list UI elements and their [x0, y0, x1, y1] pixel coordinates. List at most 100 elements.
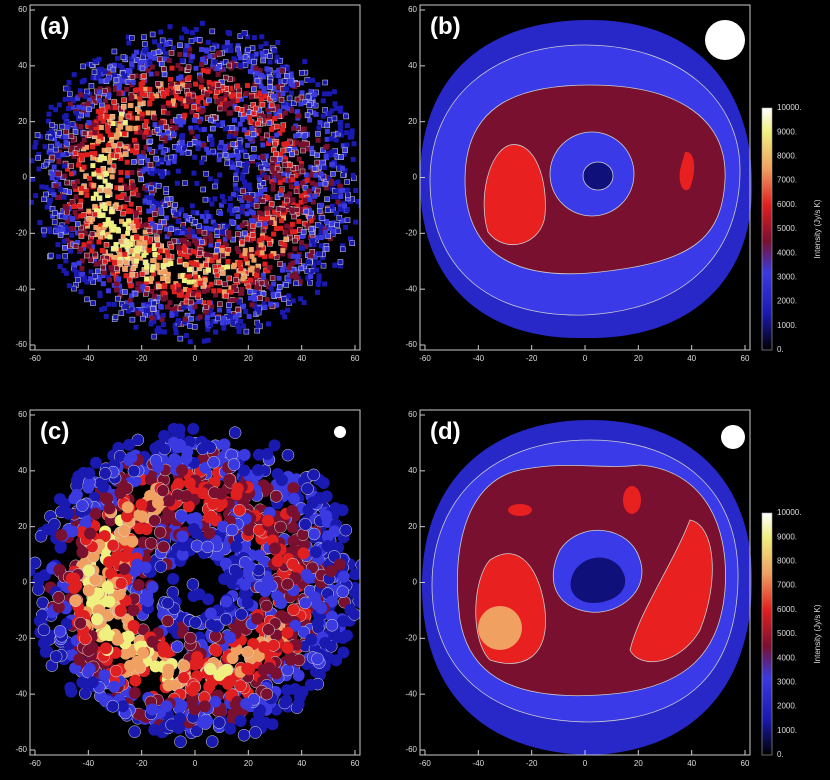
pixel	[236, 140, 243, 146]
pixel	[174, 119, 180, 125]
pixel	[103, 313, 109, 319]
pixel	[195, 134, 201, 140]
pixel	[240, 31, 246, 37]
pixel	[109, 114, 116, 120]
pixel	[53, 493, 66, 506]
y-tick-label: 40	[408, 466, 417, 475]
pixel	[205, 267, 211, 273]
pixel	[176, 548, 189, 561]
x-tick-label: 40	[687, 759, 696, 768]
pixel	[168, 77, 174, 83]
pixel	[111, 260, 117, 266]
pixel	[350, 172, 356, 178]
colorbar-label: 4000.	[777, 248, 797, 257]
pixel	[325, 565, 338, 578]
colorbar	[761, 512, 773, 756]
pixel	[224, 40, 230, 46]
pixel	[254, 70, 260, 76]
pixel	[153, 207, 159, 213]
pixel	[287, 102, 293, 108]
pixel	[86, 243, 92, 249]
pixel	[165, 100, 171, 106]
pixel	[123, 259, 129, 266]
pixel	[213, 178, 219, 184]
pixel	[287, 162, 294, 168]
pixel	[275, 39, 281, 45]
pixel	[175, 699, 188, 712]
pixel	[275, 173, 281, 179]
pixel	[106, 117, 112, 123]
pixel	[118, 563, 131, 576]
pixel	[86, 120, 92, 126]
panel-label: (c)	[40, 418, 69, 445]
pixel	[205, 39, 211, 45]
pixel	[216, 288, 222, 294]
pixel	[91, 122, 97, 128]
pixel	[294, 109, 300, 115]
x-tick-label: 20	[634, 759, 643, 768]
pixel	[255, 161, 261, 167]
pixel	[71, 262, 77, 268]
pixel	[76, 104, 82, 110]
pixel	[286, 95, 293, 102]
pixel	[127, 604, 140, 617]
pixel	[311, 165, 318, 172]
pixel	[203, 527, 216, 540]
pixel	[53, 183, 59, 189]
pixel	[250, 235, 256, 241]
pixel	[151, 258, 157, 264]
pixel	[335, 179, 341, 185]
pixel	[320, 262, 327, 269]
pixel	[322, 651, 335, 664]
pixel	[303, 243, 309, 249]
pixel	[178, 237, 184, 243]
pixel	[180, 82, 186, 88]
pixel	[319, 202, 325, 208]
pixel	[315, 187, 321, 194]
pixel	[110, 66, 117, 73]
pixel	[179, 490, 192, 503]
pixel	[219, 320, 225, 326]
pixel	[282, 177, 288, 183]
pixel	[348, 586, 360, 599]
pixel	[182, 47, 188, 53]
pixel	[133, 324, 139, 330]
pixel	[227, 130, 233, 136]
pixel	[133, 94, 139, 100]
pixel	[163, 226, 169, 232]
pixel	[114, 577, 128, 590]
pixel	[297, 547, 310, 560]
pixel	[127, 298, 133, 304]
pixel	[160, 312, 166, 318]
pixel	[105, 221, 111, 227]
pixel	[170, 89, 176, 95]
pixel	[347, 198, 353, 204]
pixel	[116, 91, 122, 97]
pixel	[248, 94, 254, 100]
pixel	[292, 698, 305, 711]
pixel	[282, 242, 288, 248]
pixel	[178, 96, 184, 102]
pixel	[279, 68, 285, 74]
pixel	[137, 100, 143, 107]
colorbar-label: 3000.	[777, 273, 797, 282]
pixel	[311, 110, 317, 116]
pixel	[118, 131, 124, 137]
pixel	[324, 207, 331, 214]
pixel	[301, 300, 307, 306]
pixel	[350, 156, 356, 162]
pixel	[41, 232, 47, 238]
pixel	[184, 294, 190, 300]
pixel	[192, 219, 199, 225]
y-tick-label: 20	[18, 522, 27, 531]
pixel	[121, 97, 127, 104]
pixel	[251, 86, 257, 92]
pixel	[170, 45, 176, 51]
pixel	[298, 538, 311, 551]
pixel	[235, 249, 241, 255]
pixel	[133, 57, 140, 63]
pixel	[130, 236, 136, 242]
pixel	[116, 700, 129, 713]
pixel	[171, 640, 184, 653]
pixel	[164, 87, 170, 93]
